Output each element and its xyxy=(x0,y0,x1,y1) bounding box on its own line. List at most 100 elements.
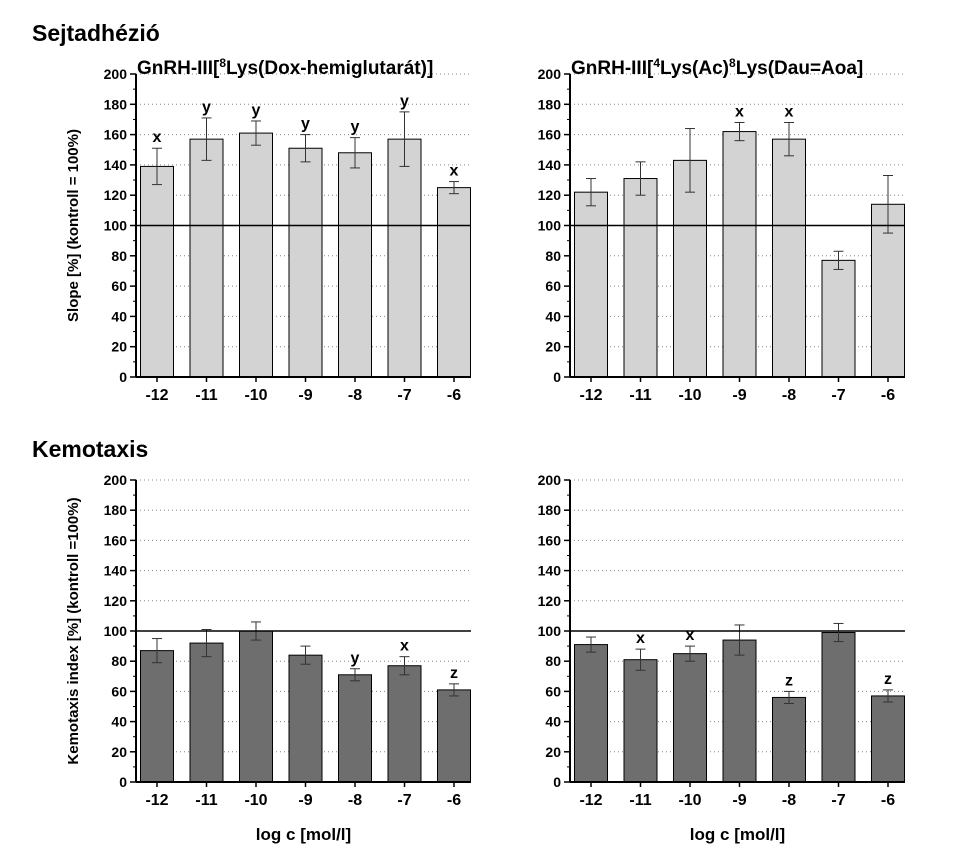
x-tick-label: -11 xyxy=(195,792,217,809)
significance-label: y xyxy=(252,102,261,119)
panel-title-part: Lys(Dox-hemiglutarát)] xyxy=(226,58,433,79)
y-tick-label: 120 xyxy=(538,593,562,609)
y-tick-label: 60 xyxy=(545,278,561,294)
bar xyxy=(239,132,273,378)
y-tick-label: 180 xyxy=(538,96,562,112)
y-tick-label: 60 xyxy=(111,683,127,699)
chart-chemotaxis-dox: -12 -11 -10 -9 y -8 x -7 z -6 0 20 40 60 80 100 120 140 16… xyxy=(65,472,471,844)
bar xyxy=(140,650,174,783)
significance-label: x xyxy=(450,163,459,180)
panel-title-superscript: 4 xyxy=(653,56,660,70)
bar xyxy=(288,147,323,378)
bar xyxy=(140,165,174,378)
bar xyxy=(623,178,658,378)
bar xyxy=(338,674,372,783)
panel-title-part: GnRH-III[ xyxy=(571,58,654,79)
y-tick-label: 200 xyxy=(104,66,128,82)
bar xyxy=(437,689,471,783)
chart-chemotaxis-dau: -12 x -11 x -10 -9 z -8 -7 z -6 0 20 40 60 80 100 120 140 1… xyxy=(538,472,905,844)
chart-adhesion-dox: x -12 y -11 y -10 y -9 y -8 y -7 x -6 0 20 40 60 80 100 120 1… xyxy=(65,56,471,404)
panel-title-part: Lys(Ac) xyxy=(660,58,729,79)
x-tick-label: -9 xyxy=(732,387,746,404)
x-tick-label: -6 xyxy=(447,387,461,404)
x-tick-label: -7 xyxy=(831,792,845,809)
significance-label: x xyxy=(636,630,645,647)
y-tick-label: 60 xyxy=(111,278,127,294)
bar xyxy=(387,665,422,783)
bar xyxy=(574,644,608,783)
x-tick-label: -9 xyxy=(298,387,312,404)
x-tick-label: -6 xyxy=(881,792,895,809)
significance-label: z xyxy=(884,671,892,688)
y-axis-label: Kemotaxis index [%] (kontroll =100%) xyxy=(65,497,82,764)
y-tick-label: 200 xyxy=(538,66,562,82)
x-tick-label: -8 xyxy=(782,792,796,809)
significance-label: x xyxy=(735,103,744,120)
x-tick-label: -11 xyxy=(629,792,651,809)
x-tick-label: -11 xyxy=(629,387,651,404)
bar xyxy=(821,632,856,783)
y-tick-label: 0 xyxy=(553,774,561,790)
bar xyxy=(623,659,658,783)
y-tick-label: 40 xyxy=(545,714,561,730)
x-tick-label: -8 xyxy=(348,792,362,809)
significance-label: y xyxy=(301,116,310,133)
y-tick-label: 200 xyxy=(104,472,128,488)
significance-label: x xyxy=(686,627,695,644)
bar xyxy=(574,191,608,378)
x-tick-label: -7 xyxy=(397,792,411,809)
bar xyxy=(239,630,273,783)
y-tick-label: 160 xyxy=(538,127,562,143)
y-tick-label: 60 xyxy=(545,683,561,699)
y-tick-label: 140 xyxy=(538,563,562,579)
y-tick-label: 200 xyxy=(538,472,562,488)
bar xyxy=(821,259,856,378)
x-tick-label: -10 xyxy=(244,387,267,404)
significance-label: z xyxy=(785,672,793,689)
chart-adhesion-dau: -12 -11 -10 x -9 x -8 -7 -6 0 20 40 60 80 100 120 140 160… xyxy=(538,56,905,404)
y-tick-label: 80 xyxy=(545,653,561,669)
x-tick-label: -9 xyxy=(298,792,312,809)
significance-label: y xyxy=(351,650,360,667)
x-tick-label: -6 xyxy=(881,387,895,404)
y-tick-label: 140 xyxy=(104,563,128,579)
section-title-chemotaxis: Kemotaxis xyxy=(32,436,148,462)
bar xyxy=(189,642,224,783)
significance-label: x xyxy=(785,103,794,120)
y-tick-label: 40 xyxy=(111,308,127,324)
y-tick-label: 40 xyxy=(111,714,127,730)
x-tick-label: -11 xyxy=(195,387,217,404)
panel-title-part: Lys(Dau=Aoa] xyxy=(736,58,864,79)
panel-title-superscript: 8 xyxy=(729,56,736,70)
y-tick-label: 40 xyxy=(545,308,561,324)
bar xyxy=(338,152,372,378)
significance-label: z xyxy=(450,665,458,682)
x-tick-label: -10 xyxy=(678,387,701,404)
x-tick-label: -12 xyxy=(145,792,168,809)
x-tick-label: -6 xyxy=(447,792,461,809)
bar xyxy=(772,696,806,783)
bar xyxy=(673,159,707,378)
y-tick-label: 160 xyxy=(538,532,562,548)
y-tick-label: 20 xyxy=(545,744,561,760)
y-tick-label: 0 xyxy=(119,369,127,385)
x-tick-label: -8 xyxy=(782,387,796,404)
y-tick-label: 100 xyxy=(538,218,562,234)
panel-title: GnRH-III[4Lys(Ac)8Lys(Dau=Aoa] xyxy=(571,56,863,79)
y-tick-label: 100 xyxy=(104,218,128,234)
x-tick-label: -10 xyxy=(678,792,701,809)
y-tick-label: 0 xyxy=(553,369,561,385)
bar xyxy=(437,187,471,378)
panel-title: GnRH-III[8Lys(Dox-hemiglutarát)] xyxy=(137,56,433,79)
y-tick-label: 80 xyxy=(545,248,561,264)
y-tick-label: 120 xyxy=(104,593,128,609)
x-axis-label: log c [mol/l] xyxy=(256,825,351,844)
bar xyxy=(673,653,707,783)
bar xyxy=(189,138,224,378)
bar xyxy=(387,138,422,378)
x-tick-label: -8 xyxy=(348,387,362,404)
bar xyxy=(871,695,905,783)
y-tick-label: 80 xyxy=(111,248,127,264)
bar xyxy=(288,654,323,783)
